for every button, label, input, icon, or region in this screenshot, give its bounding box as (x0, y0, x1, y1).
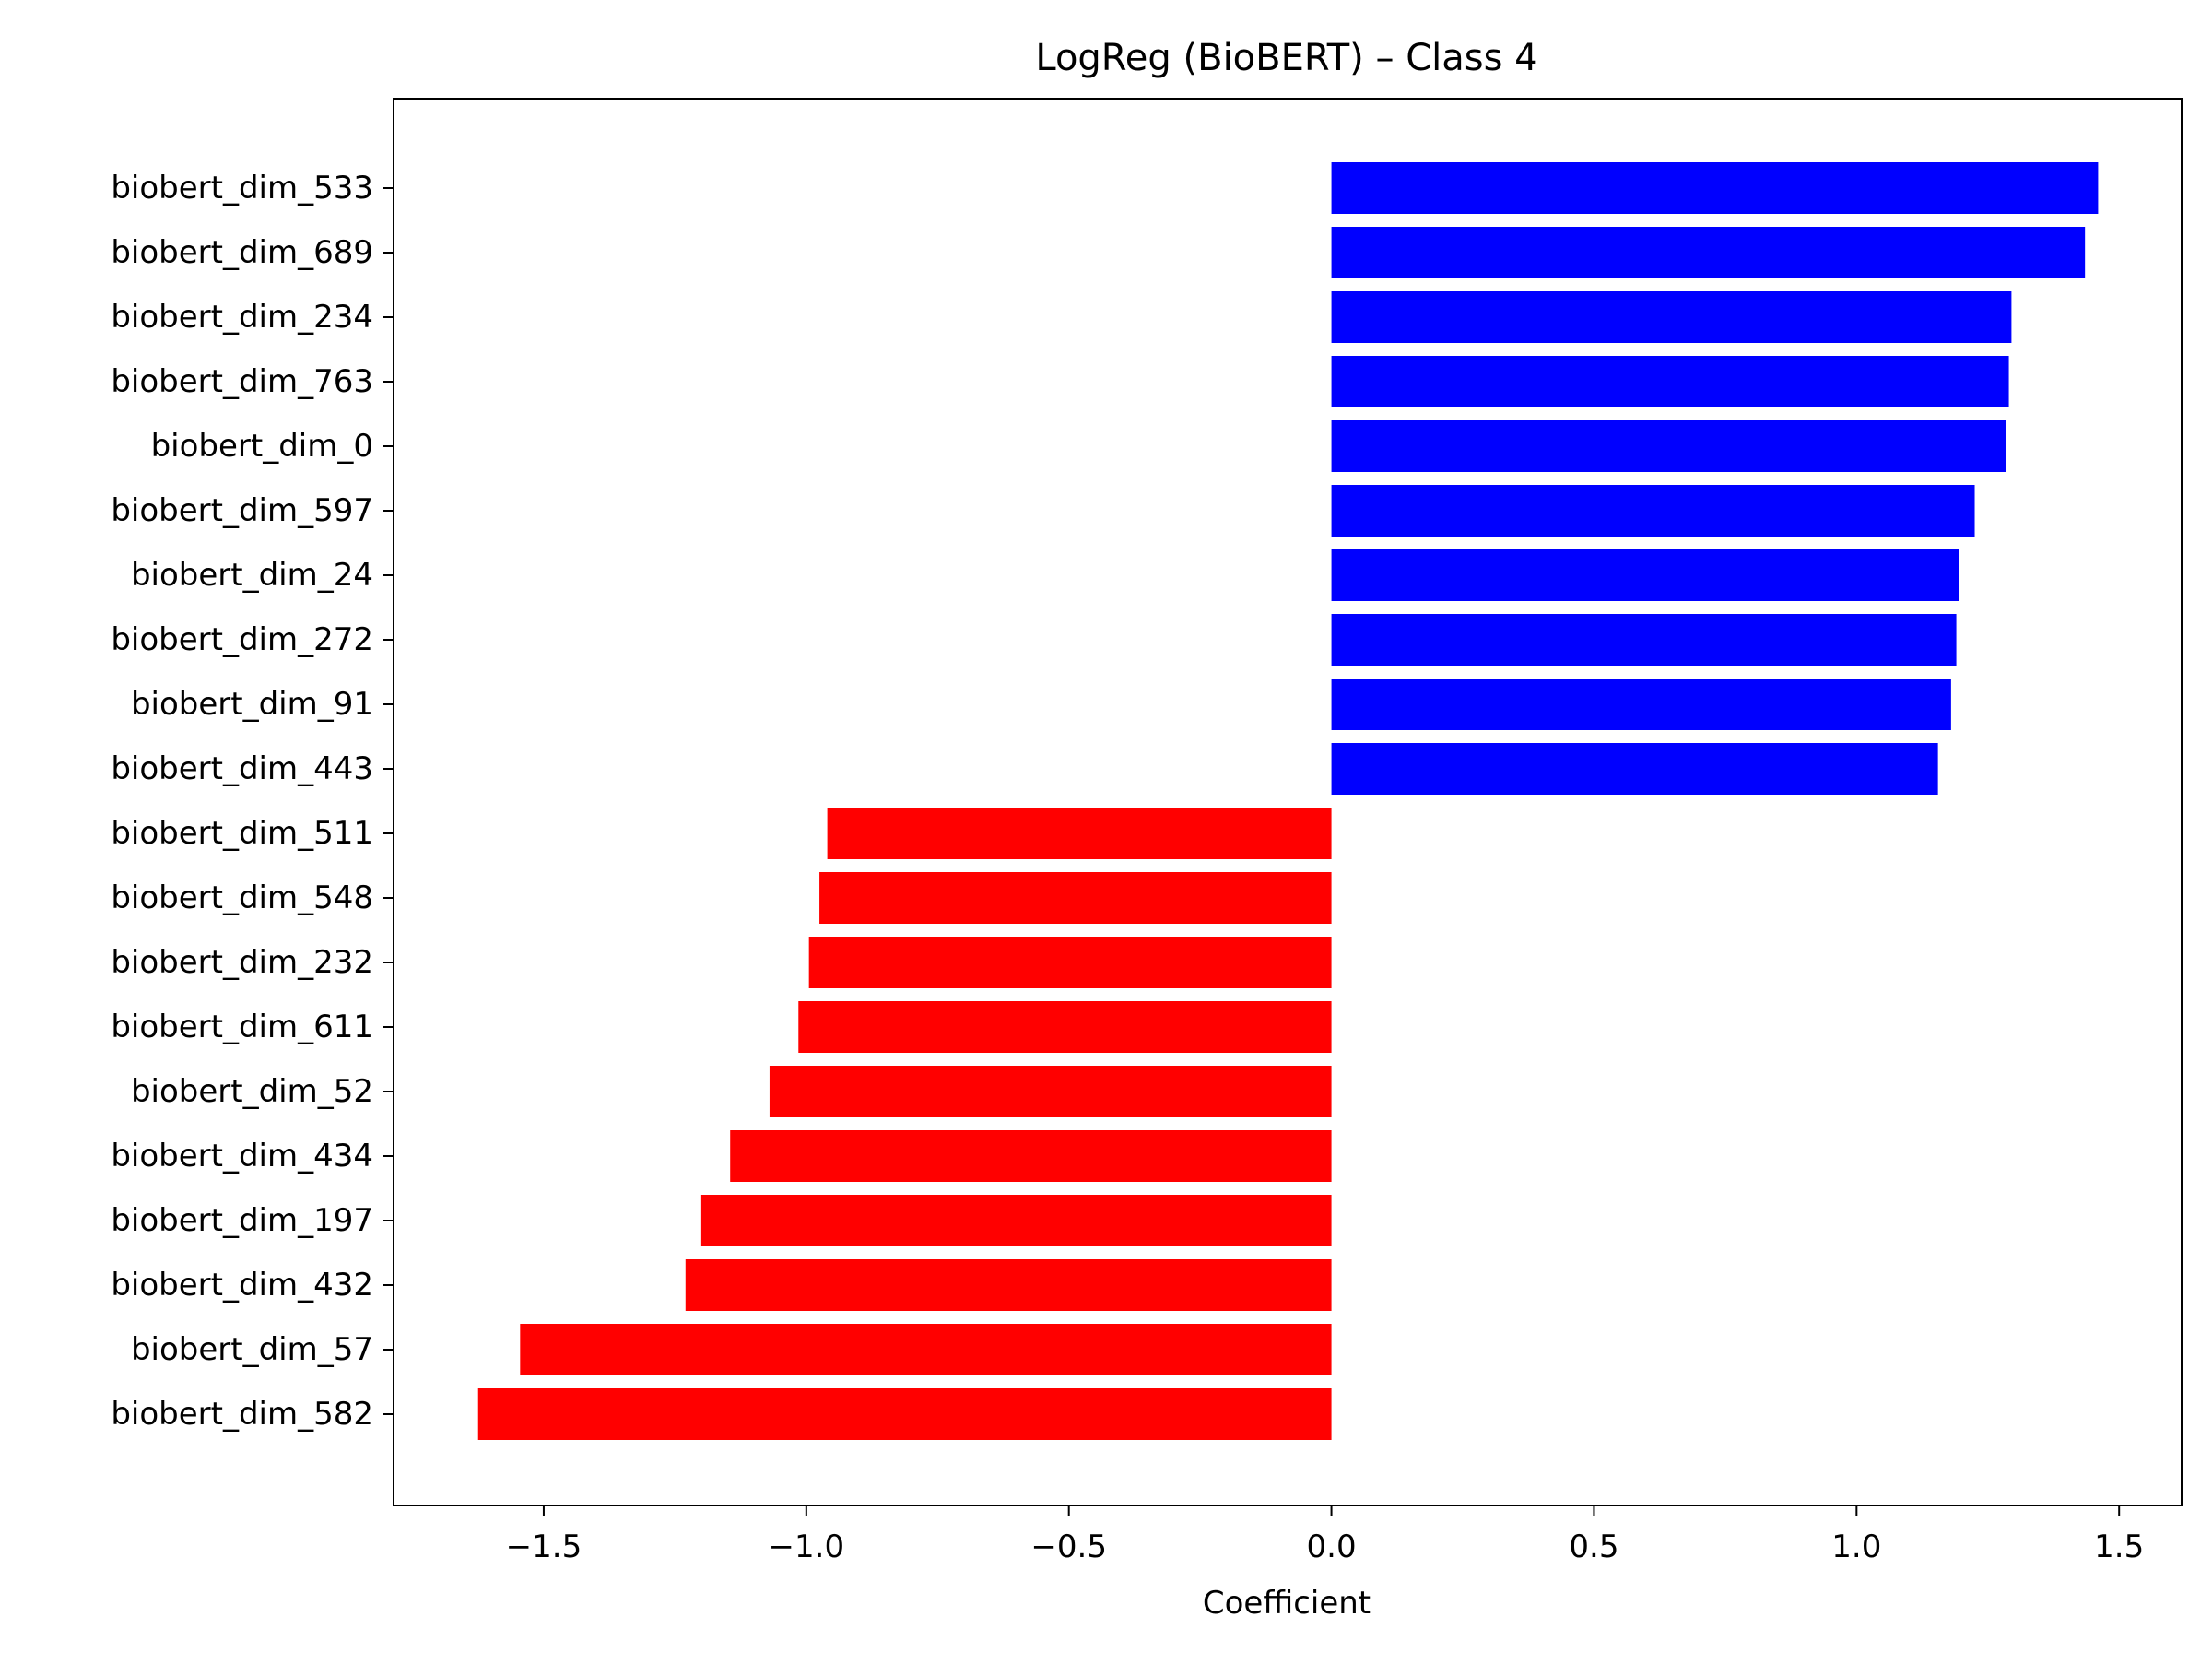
x-tick-label: 1.0 (1831, 1528, 1881, 1565)
y-tick-label: biobert_dim_197 (111, 1202, 373, 1239)
y-tick-label: biobert_dim_611 (111, 1009, 373, 1045)
x-tick-label: 1.5 (2094, 1528, 2144, 1565)
bar-biobert-dim-52 (769, 1066, 1332, 1117)
bar-biobert-dim-689 (1331, 227, 2086, 278)
bar-biobert-dim-234 (1331, 291, 2012, 343)
y-tick-label: biobert_dim_272 (111, 621, 373, 658)
bar-biobert-dim-597 (1331, 485, 1975, 537)
x-axis-label: Coefficient (1203, 1585, 1371, 1622)
bar-biobert-dim-0 (1331, 420, 2006, 472)
bar-biobert-dim-272 (1331, 614, 1957, 666)
y-tick-label: biobert_dim_232 (111, 944, 373, 981)
bar-biobert-dim-57 (520, 1324, 1332, 1375)
bar-biobert-dim-232 (808, 937, 1332, 988)
y-tick-label: biobert_dim_582 (111, 1396, 373, 1433)
y-axis-ticks: biobert_dim_533 biobert_dim_689 biobert_di… (111, 170, 394, 1433)
y-tick-label: biobert_dim_548 (111, 879, 373, 916)
y-tick-label: biobert_dim_763 (111, 363, 373, 400)
bar-biobert-dim-24 (1331, 549, 1959, 601)
x-tick-label: 0.5 (1569, 1528, 1618, 1565)
y-tick-label: biobert_dim_443 (111, 750, 373, 787)
y-tick-label: biobert_dim_91 (131, 686, 373, 723)
y-tick-label: biobert_dim_57 (131, 1331, 373, 1368)
bar-biobert-dim-611 (798, 1001, 1332, 1053)
bar-biobert-dim-548 (819, 872, 1332, 924)
bar-biobert-dim-434 (730, 1130, 1332, 1182)
x-tick-label: −0.5 (1030, 1528, 1107, 1565)
y-tick-label: biobert_dim_689 (111, 234, 373, 271)
y-tick-label: biobert_dim_24 (131, 557, 373, 594)
y-tick-label: biobert_dim_533 (111, 170, 373, 207)
x-axis-ticks: −1.5 −1.0 −0.5 0.0 0.5 1.0 1.5 (506, 1505, 2144, 1565)
bar-biobert-dim-582 (477, 1388, 1332, 1440)
x-tick-label: 0.0 (1307, 1528, 1357, 1565)
chart-title: LogReg (BioBERT) – Class 4 (1035, 37, 1537, 79)
bar-biobert-dim-511 (827, 808, 1332, 859)
x-tick-label: −1.0 (769, 1528, 845, 1565)
bar-biobert-dim-443 (1331, 743, 1938, 795)
x-tick-label: −1.5 (506, 1528, 582, 1565)
bars-group (477, 162, 2099, 1440)
bar-biobert-dim-763 (1331, 356, 2009, 407)
plot-frame (393, 98, 2183, 1506)
y-tick-label: biobert_dim_432 (111, 1267, 373, 1304)
y-tick-label: biobert_dim_434 (111, 1138, 373, 1174)
bar-biobert-dim-432 (685, 1259, 1332, 1311)
bar-biobert-dim-91 (1331, 679, 1951, 730)
bar-biobert-dim-197 (700, 1195, 1332, 1246)
y-tick-label: biobert_dim_234 (111, 299, 373, 336)
y-tick-label: biobert_dim_511 (111, 815, 373, 852)
y-tick-label: biobert_dim_0 (151, 428, 373, 465)
y-tick-label: biobert_dim_597 (111, 492, 373, 529)
y-tick-label: biobert_dim_52 (131, 1073, 373, 1110)
bar-biobert-dim-533 (1331, 162, 2099, 214)
